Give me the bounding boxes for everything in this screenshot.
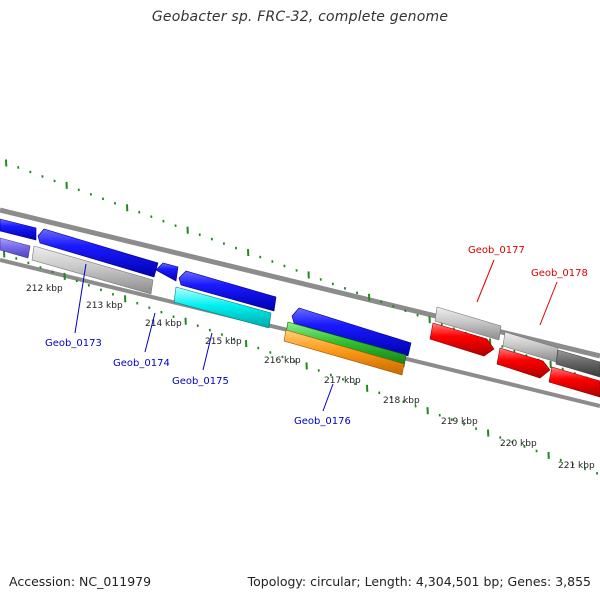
ruler-label: 221 kbp — [558, 461, 595, 471]
gene-arrow[interactable] — [496, 347, 551, 379]
reverse-track — [0, 237, 600, 398]
gene-arrow[interactable] — [283, 329, 405, 376]
ruler-label: 212 kbp — [26, 284, 63, 294]
ruler-label: 218 kbp — [383, 396, 420, 406]
gene-arrow[interactable] — [178, 270, 277, 312]
ruler-label: 219 kbp — [441, 417, 478, 427]
gene-labels: Geob_0173 Geob_0174 Geob_0175 Geob_0176 … — [45, 245, 588, 427]
accession-text: Accession: NC_011979 — [9, 574, 152, 589]
ruler-label: 215 kbp — [205, 337, 242, 347]
gene-arrow[interactable] — [434, 306, 502, 341]
gene-arrow[interactable] — [0, 237, 31, 259]
ruler-label: 216 kbp — [264, 356, 301, 366]
label-leaders — [74, 259, 558, 412]
gene-arrow[interactable] — [555, 349, 600, 378]
gene-label-geob-0177[interactable]: Geob_0177 — [468, 245, 525, 256]
ruler-label: 217 kbp — [324, 376, 361, 386]
gene-arrow[interactable] — [31, 245, 154, 295]
map-title: Geobacter sp. FRC-32, complete genome — [151, 9, 449, 25]
ruler-label: 220 kbp — [500, 439, 537, 449]
gene-label-geob-0176[interactable]: Geob_0176 — [294, 416, 351, 427]
forward-track — [0, 218, 600, 378]
gene-label-geob-0178[interactable]: Geob_0178 — [531, 268, 588, 279]
ruler-labels: 212 kbp 213 kbp 214 kbp 215 kbp 216 kbp … — [26, 284, 595, 471]
ruler-label: 213 kbp — [86, 301, 123, 311]
gene-label-geob-0174[interactable]: Geob_0174 — [113, 358, 170, 369]
genome-summary-text: Topology: circular; Length: 4,304,501 bp… — [247, 574, 591, 589]
gene-label-geob-0175[interactable]: Geob_0175 — [172, 376, 229, 387]
gene-arrow[interactable] — [0, 218, 37, 241]
ruler-label: 214 kbp — [145, 319, 182, 329]
ruler — [3, 159, 600, 475]
gene-arrow[interactable] — [291, 307, 412, 357]
gene-label-geob-0173[interactable]: Geob_0173 — [45, 338, 102, 349]
gene-arrow[interactable] — [155, 262, 179, 282]
gene-arrow[interactable] — [429, 322, 495, 357]
gene-arrow[interactable] — [173, 286, 272, 329]
gene-arrow[interactable] — [548, 366, 600, 398]
